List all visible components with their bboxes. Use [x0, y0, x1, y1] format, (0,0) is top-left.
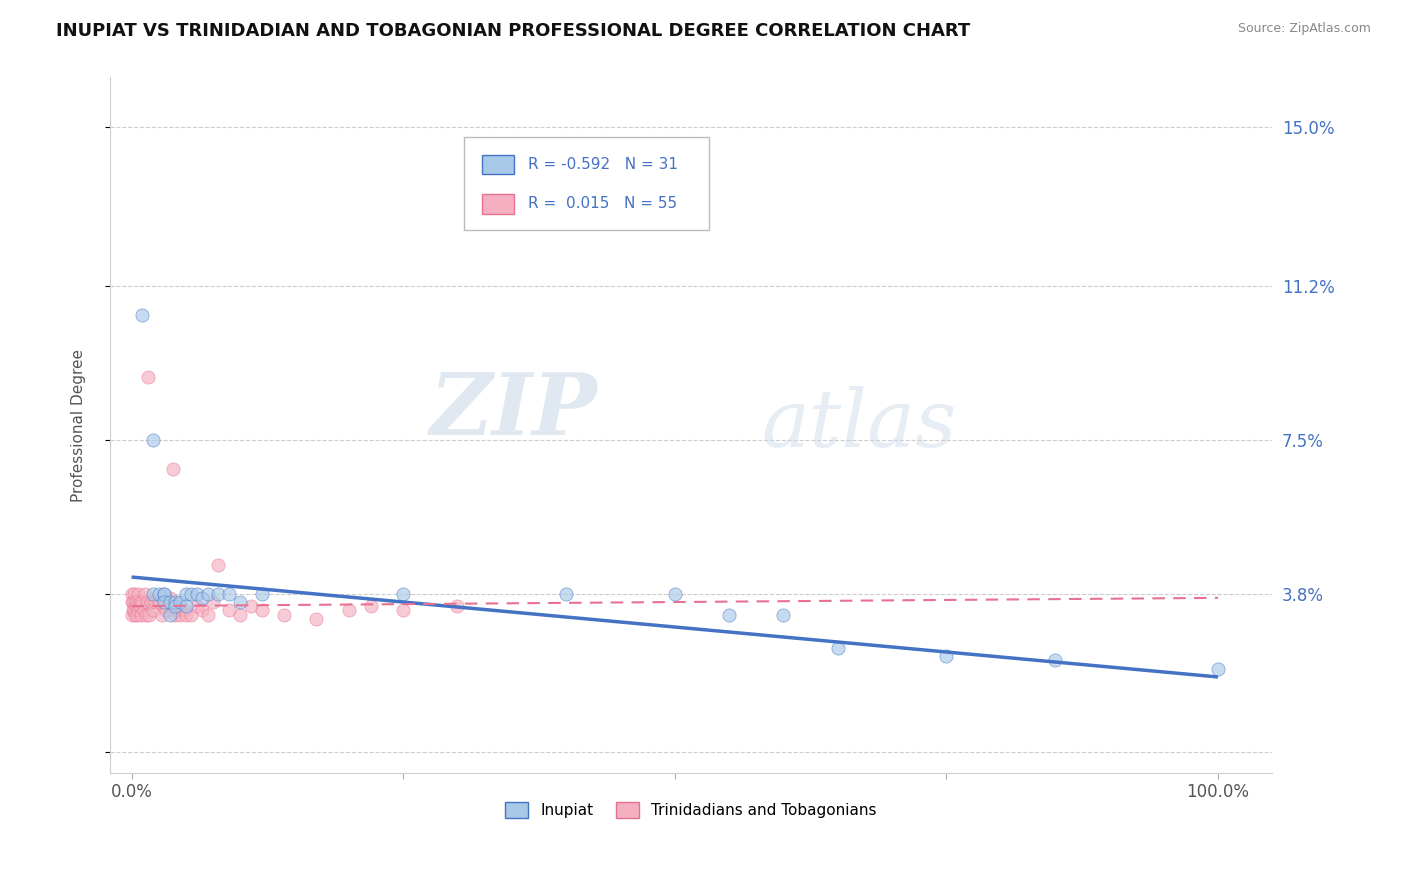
Point	[191, 591, 214, 605]
Text: INUPIAT VS TRINIDADIAN AND TOBAGONIAN PROFESSIONAL DEGREE CORRELATION CHART: INUPIAT VS TRINIDADIAN AND TOBAGONIAN PR…	[56, 22, 970, 40]
Point	[827, 640, 849, 655]
Point	[250, 603, 273, 617]
Point	[163, 595, 186, 609]
Point	[131, 607, 153, 622]
Point	[174, 607, 197, 622]
Bar	[482, 194, 515, 214]
Point	[142, 587, 165, 601]
Point	[169, 595, 191, 609]
Point	[142, 433, 165, 447]
Y-axis label: Professional Degree: Professional Degree	[72, 349, 86, 501]
Point	[305, 612, 328, 626]
Point	[131, 595, 153, 609]
Point	[229, 595, 252, 609]
Point	[127, 587, 149, 601]
Point	[202, 595, 225, 609]
Point	[127, 603, 149, 617]
Text: Source: ZipAtlas.com: Source: ZipAtlas.com	[1237, 22, 1371, 36]
Point	[360, 599, 382, 614]
Point	[125, 599, 148, 614]
Point	[153, 599, 176, 614]
Point	[555, 587, 578, 601]
Point	[135, 595, 157, 609]
Text: ZIP: ZIP	[430, 369, 598, 453]
Point	[142, 603, 165, 617]
Point	[139, 595, 162, 609]
Point	[125, 607, 148, 622]
Point	[180, 607, 202, 622]
Text: atlas: atlas	[761, 386, 956, 464]
Point	[131, 308, 153, 322]
Point	[250, 587, 273, 601]
Point	[163, 599, 186, 614]
Bar	[482, 154, 515, 174]
Text: R =  0.015   N = 55: R = 0.015 N = 55	[529, 196, 678, 211]
Point	[186, 587, 208, 601]
Point	[273, 607, 295, 622]
Point	[121, 607, 143, 622]
Point	[134, 587, 156, 601]
Point	[169, 607, 191, 622]
Point	[153, 595, 176, 609]
Point	[135, 607, 157, 622]
Point	[125, 595, 148, 609]
Point	[1043, 653, 1066, 667]
Point	[174, 587, 197, 601]
Point	[128, 599, 150, 614]
Point	[148, 587, 170, 601]
Point	[935, 649, 957, 664]
Point	[129, 595, 152, 609]
Point	[197, 587, 219, 601]
Point	[121, 595, 143, 609]
Point	[240, 599, 263, 614]
Point	[166, 603, 188, 617]
Point	[131, 599, 153, 614]
Point	[159, 595, 181, 609]
Point	[392, 587, 415, 601]
Legend: Inupiat, Trinidadians and Tobagonians: Inupiat, Trinidadians and Tobagonians	[499, 796, 883, 824]
Point	[121, 603, 143, 617]
Point	[122, 603, 145, 617]
Point	[124, 607, 146, 622]
Point	[121, 587, 143, 601]
Point	[136, 370, 159, 384]
Point	[173, 603, 195, 617]
Point	[207, 558, 229, 572]
Point	[132, 603, 155, 617]
Point	[180, 587, 202, 601]
Point	[207, 587, 229, 601]
Point	[218, 587, 240, 601]
Point	[163, 607, 186, 622]
Point	[162, 462, 184, 476]
Text: R = -0.592   N = 31: R = -0.592 N = 31	[529, 157, 678, 172]
Point	[155, 603, 177, 617]
Point	[718, 607, 741, 622]
Point	[138, 607, 160, 622]
Point	[186, 599, 208, 614]
FancyBboxPatch shape	[464, 136, 709, 230]
Point	[664, 587, 686, 601]
Point	[392, 603, 415, 617]
Point	[122, 587, 145, 601]
Point	[121, 595, 143, 609]
Point	[1206, 662, 1229, 676]
Point	[191, 603, 214, 617]
Point	[174, 599, 197, 614]
Point	[446, 599, 468, 614]
Point	[124, 595, 146, 609]
Point	[153, 587, 176, 601]
Point	[153, 587, 176, 601]
Point	[337, 603, 360, 617]
Point	[229, 607, 252, 622]
Point	[145, 595, 167, 609]
Point	[159, 607, 181, 622]
Point	[148, 595, 170, 609]
Point	[150, 607, 173, 622]
Point	[197, 607, 219, 622]
Point	[772, 607, 794, 622]
Point	[218, 603, 240, 617]
Point	[159, 591, 181, 605]
